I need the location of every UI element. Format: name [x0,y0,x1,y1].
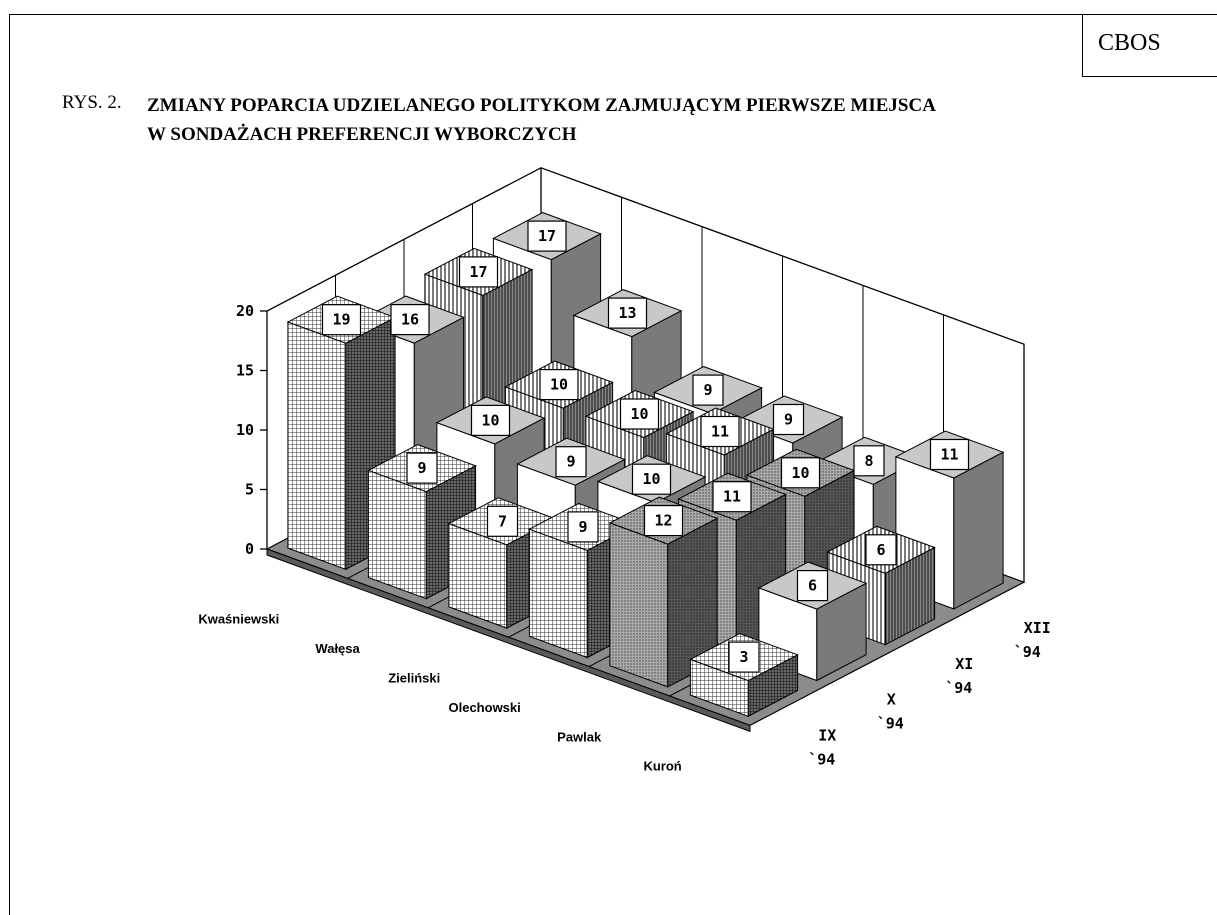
data-label: 3 [739,648,748,666]
z-tick-label: 10 [236,421,254,439]
data-label-box [692,374,724,406]
z-tick-label: 15 [236,362,254,380]
figure-title-line-2: W SONDAŻACH PREFERENCJI WYBORCZYCH [147,124,577,145]
data-label-box [607,297,648,329]
data-label-box [567,511,599,543]
data-label: 6 [808,577,817,595]
data-label: 11 [940,446,958,464]
data-label: 16 [401,311,419,329]
data-label-box [631,463,672,495]
series-label: XII `94 [1014,619,1051,661]
data-label-box [486,505,519,537]
data-label: 11 [723,488,741,506]
source-label: CBOS [1098,30,1161,56]
data-label: 10 [642,470,660,488]
data-label: 17 [469,263,487,281]
category-label: Pawlak [557,729,602,744]
category-label: Olechowski [449,700,521,715]
data-label-box [780,457,821,489]
data-label-box [619,398,660,430]
chart-axes: 0 5 10 15 20 Kwaśniewski Wałęsa Zieliński Olecho… [198,302,1051,774]
data-label: 9 [417,459,426,477]
data-label-box [406,452,438,484]
category-label: Kuroń [643,759,681,774]
data-label-box [865,534,897,566]
data-label: 13 [618,304,636,322]
bar-front [609,522,669,688]
z-tick-label: 0 [245,540,254,558]
data-label-box [772,403,805,436]
data-label-box [458,256,499,288]
data-label: 10 [630,405,648,423]
data-label-box [539,369,579,401]
category-label: Zieliński [388,671,440,686]
data-label-box [321,304,362,336]
bar-front [287,321,347,571]
data-label: 11 [711,423,729,441]
data-label-box [853,445,885,477]
figure-title-line-1: ZMIANY POPARCIA UDZIELANEGO POLITYKOM ZA… [147,95,936,116]
data-label: 19 [332,311,350,329]
source-box [1082,14,1217,77]
figure-frame [9,14,1217,915]
data-label: 9 [784,411,793,429]
data-label: 6 [876,541,885,559]
z-tick-label: 20 [236,302,254,320]
figure-title: ZMIANY POPARCIA UDZIELANEGO POLITYKOM ZA… [147,91,936,149]
data-label: 9 [703,381,712,399]
data-label: 17 [538,227,556,245]
data-label: 10 [481,411,499,429]
data-label-box [728,641,760,673]
data-label-box [929,438,970,471]
data-label: 8 [864,452,873,470]
data-label-box [796,569,829,602]
data-label-box [700,415,740,448]
data-label-box [470,404,511,436]
data-label: 9 [578,518,587,536]
data-label: 10 [791,464,809,482]
bar-front [528,528,588,659]
data-label: 9 [566,453,575,471]
category-label: Wałęsa [315,641,360,656]
chart-bars [286,212,1005,718]
floor-edge [266,548,751,733]
data-label-box [555,446,587,478]
data-label-box [527,220,567,252]
data-label-box [390,304,430,336]
figure-number: RYS. 2. [62,92,122,113]
category-label: Kwaśniewski [198,612,279,627]
chart-data-labels: 17 13 9 9 8 11 17 10 10 11 10 6 16 10 9 10 11 6 19 9 7 9 12 3 [321,220,970,673]
bar-front [367,469,427,600]
z-tick-label: 5 [245,481,254,499]
data-label-box [712,481,752,513]
series-label: XI `94 [945,655,973,697]
series-label: IX `94 [808,727,836,769]
data-label-box [643,505,684,537]
series-label: X `94 [877,691,904,733]
data-label: 7 [498,512,507,530]
data-label: 12 [654,512,672,530]
bar-side [953,451,1004,610]
data-label: 10 [550,376,568,394]
bar-chart-3d: 17 13 9 9 8 11 17 10 10 11 10 6 16 10 9 10 11 6 19 9 7 9 12 3 0… [198,167,1051,774]
